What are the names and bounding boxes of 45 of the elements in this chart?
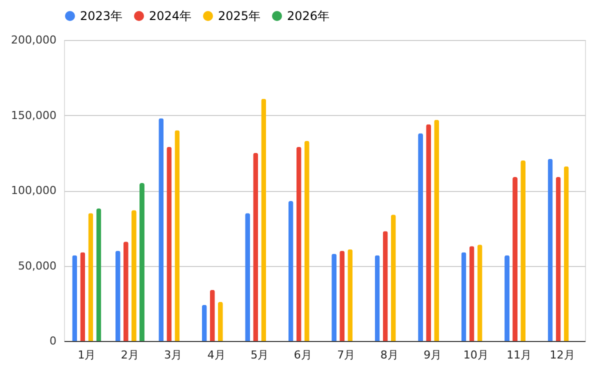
bar: [288, 201, 294, 341]
bar: [512, 176, 518, 341]
legend-label: 2023年: [80, 9, 123, 23]
legend-label: 2025年: [218, 9, 261, 23]
bar: [253, 152, 258, 341]
x-tick-label: 6月: [294, 348, 312, 362]
x-tick-label: 11月: [506, 348, 532, 362]
bar: [96, 208, 102, 341]
x-tick-label: 9月: [424, 348, 442, 362]
x-tick-label: 2月: [120, 348, 139, 362]
x-tick-label: 1月: [78, 348, 96, 362]
legend-label: 2026年: [287, 9, 330, 23]
bar: [245, 213, 250, 341]
bar: [434, 120, 440, 341]
x-tick-label: 5月: [250, 348, 269, 362]
bar: [469, 246, 474, 341]
bar: [477, 244, 482, 341]
bar: [166, 146, 172, 341]
bar: [174, 130, 180, 341]
x-tick-label: 3月: [164, 348, 182, 362]
x-tick-label: 7月: [337, 348, 356, 362]
y-tick-label: 150,000: [11, 108, 56, 122]
y-tick-label: 100,000: [11, 184, 56, 197]
bar: [520, 160, 526, 341]
x-tick-label: 10月: [463, 348, 488, 362]
legend-label: 2024年: [149, 9, 192, 23]
bar: [564, 166, 569, 341]
bar: [548, 158, 553, 341]
bar: [158, 118, 164, 341]
bar: [556, 176, 561, 341]
bar: [426, 124, 432, 341]
y-tick-label: 0: [50, 334, 56, 348]
x-tick-label: 4月: [207, 348, 226, 362]
x-tick-label: 12月: [550, 348, 575, 362]
bar: [296, 146, 302, 341]
bar: [382, 231, 388, 341]
bar: [139, 182, 144, 341]
x-tick-label: 8月: [380, 348, 398, 362]
bar: [261, 98, 266, 341]
bar: [88, 213, 94, 341]
bar: [390, 214, 396, 341]
y-tick-label: 50,000: [18, 259, 56, 272]
y-tick-label: 200,000: [11, 34, 56, 46]
bar: [304, 140, 310, 341]
bar: [418, 133, 424, 341]
